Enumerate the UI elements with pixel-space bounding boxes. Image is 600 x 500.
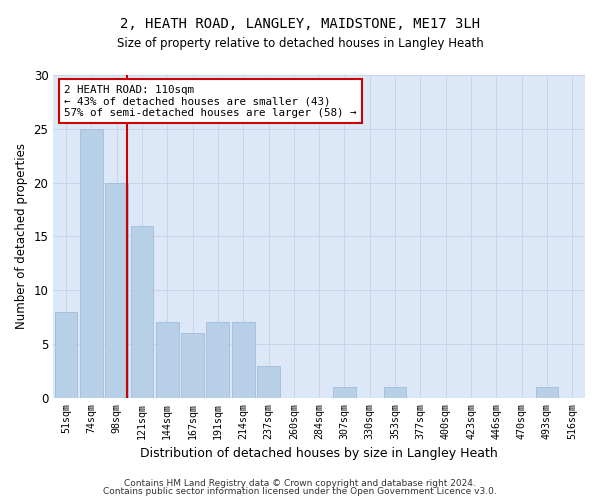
Text: 2 HEATH ROAD: 110sqm
← 43% of detached houses are smaller (43)
57% of semi-detac: 2 HEATH ROAD: 110sqm ← 43% of detached h… (64, 84, 356, 118)
Text: 2, HEATH ROAD, LANGLEY, MAIDSTONE, ME17 3LH: 2, HEATH ROAD, LANGLEY, MAIDSTONE, ME17 … (120, 18, 480, 32)
Bar (105, 182, 128, 398)
Text: Size of property relative to detached houses in Langley Heath: Size of property relative to detached ho… (116, 38, 484, 51)
Bar (156, 322, 179, 398)
Bar (55, 312, 77, 398)
Bar (536, 387, 559, 398)
X-axis label: Distribution of detached houses by size in Langley Heath: Distribution of detached houses by size … (140, 447, 498, 460)
Text: Contains HM Land Registry data © Crown copyright and database right 2024.: Contains HM Land Registry data © Crown c… (124, 478, 476, 488)
Bar (333, 387, 356, 398)
Bar (384, 387, 406, 398)
Bar (206, 322, 229, 398)
Bar (257, 366, 280, 398)
Bar (181, 333, 204, 398)
Bar (80, 129, 103, 398)
Bar (232, 322, 254, 398)
Bar (131, 226, 154, 398)
Y-axis label: Number of detached properties: Number of detached properties (15, 144, 28, 330)
Text: Contains public sector information licensed under the Open Government Licence v3: Contains public sector information licen… (103, 487, 497, 496)
